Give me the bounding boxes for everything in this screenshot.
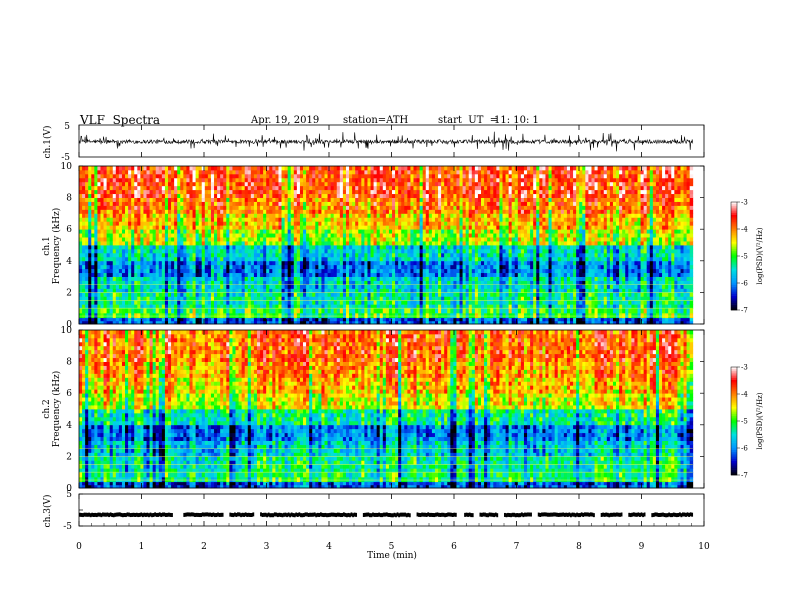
ch2-colorbar-gradient bbox=[731, 367, 737, 475]
ch2-spectrogram-ytick-label: 8 bbox=[66, 358, 72, 368]
ch1-spectrogram-image bbox=[79, 166, 693, 324]
ch1-waveform-line bbox=[79, 132, 693, 152]
time-axis-tick-label: 7 bbox=[514, 542, 520, 552]
time-axis: 0 1 2 3 4 5 6 7 8 9 10 Time (min) bbox=[76, 523, 710, 561]
time-axis-tick-label: 10 bbox=[698, 542, 710, 552]
station-label: station=ATH bbox=[343, 115, 408, 126]
ch1-colorbar-tick-label: -3 bbox=[741, 199, 748, 207]
time-axis-ticks: 0 1 2 3 4 5 6 7 8 9 10 bbox=[76, 523, 710, 552]
time-axis-tick-label: 9 bbox=[639, 542, 645, 552]
ch2-spectrogram-ytick-label: 2 bbox=[66, 452, 72, 462]
ch3-waveform-ylabel: ch.3(V) bbox=[42, 495, 53, 528]
time-axis-tick-label: 4 bbox=[326, 542, 332, 552]
ch1-spectrogram-ytick-label: 10 bbox=[61, 162, 73, 172]
ch1-colorbar: -3 -4 -5 -6 -7 log(PSD)(V²/Hz) bbox=[731, 199, 764, 315]
start-ut-label: start UT = bbox=[438, 115, 498, 126]
ch1-colorbar-ticks: -3 -4 -5 -6 -7 bbox=[737, 199, 748, 315]
ch2-spectrogram-ylabel: ch.2Frequency (kHz) bbox=[42, 371, 62, 448]
ch3-waveform-line bbox=[79, 512, 693, 517]
ch1-spectrogram-ylabel: ch.1Frequency (kHz) bbox=[42, 208, 62, 285]
time-axis-tick-label: 2 bbox=[201, 542, 207, 552]
ch1-spectrogram-ytick-label: 2 bbox=[66, 288, 72, 298]
ch1-waveform-trace bbox=[79, 132, 693, 152]
ch3-waveform-ytick-label: 5 bbox=[66, 490, 72, 500]
ch2-spectrogram-image bbox=[79, 330, 693, 488]
ch1-waveform-ylabel: ch.1(V) bbox=[42, 126, 53, 159]
time-axis-tick-label: 3 bbox=[264, 542, 270, 552]
time-axis-tick-label: 8 bbox=[576, 542, 582, 552]
ch1-spectrogram-ytick-label: 6 bbox=[66, 225, 72, 235]
ch1-colorbar-label: log(PSD)(V²/Hz) bbox=[756, 227, 764, 284]
ch2-spectrogram-ytick-label: 10 bbox=[61, 326, 73, 336]
start-ut-value: 11: 10: 1 bbox=[494, 115, 539, 126]
ch2-colorbar-ticks: -3 -4 -5 -6 -7 bbox=[737, 364, 748, 480]
ch2-colorbar-tick-label: -7 bbox=[741, 472, 748, 480]
date-label: Apr. 19, 2019 bbox=[251, 115, 319, 126]
time-axis-label: Time (min) bbox=[367, 550, 417, 561]
ch1-colorbar-tick-label: -4 bbox=[741, 226, 748, 234]
ch2-colorbar-tick-label: -4 bbox=[741, 391, 748, 399]
ch2-colorbar-tick-label: -3 bbox=[741, 364, 748, 372]
ch2-colorbar: -3 -4 -5 -6 -7 log(PSD)(V²/Hz) bbox=[731, 364, 764, 480]
ch1-waveform-ytick-top: 5 bbox=[64, 122, 70, 132]
ch1-colorbar-tick-label: -7 bbox=[741, 307, 748, 315]
time-axis-tick-label: 1 bbox=[139, 542, 145, 552]
time-axis-tick-label: 0 bbox=[76, 542, 82, 552]
ch1-spectrogram-ytick-label: 8 bbox=[66, 194, 72, 204]
ch2-colorbar-tick-label: -6 bbox=[741, 445, 748, 453]
figure-title: VLF Spectra bbox=[80, 113, 160, 127]
ch2-colorbar-label: log(PSD)(V²/Hz) bbox=[756, 392, 764, 449]
ch2-colorbar-tick-label: -5 bbox=[741, 418, 748, 426]
time-axis-tick-label: 6 bbox=[451, 542, 457, 552]
ch3-waveform-ytick-label: -5 bbox=[63, 522, 72, 532]
ch2-spectrogram-ytick-label: 6 bbox=[66, 389, 72, 399]
ch1-colorbar-tick-label: -5 bbox=[741, 253, 748, 261]
ch2-spectrogram-ytick-label: 4 bbox=[66, 421, 72, 431]
ch1-colorbar-tick-label: -6 bbox=[741, 280, 748, 288]
ch1-colorbar-gradient bbox=[731, 202, 737, 310]
ch1-spectrogram-ytick-label: 4 bbox=[66, 257, 72, 267]
